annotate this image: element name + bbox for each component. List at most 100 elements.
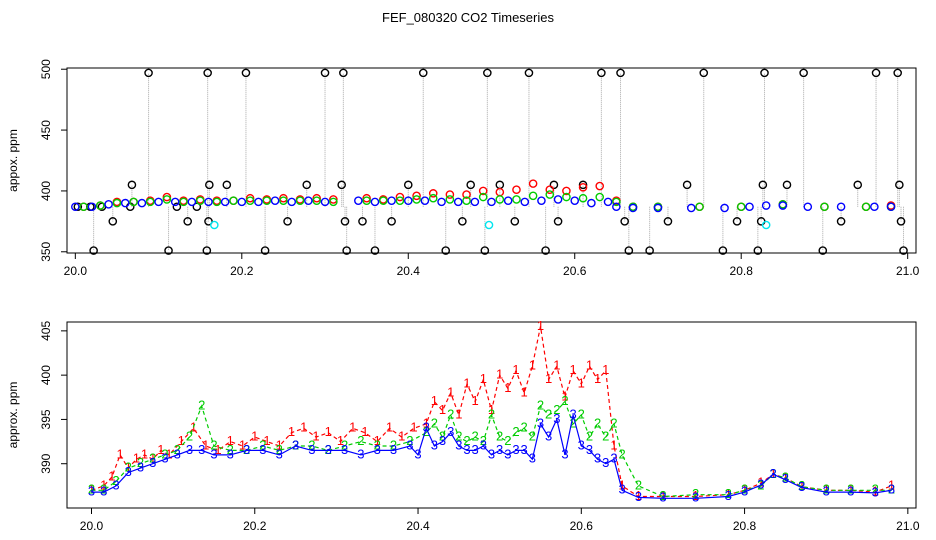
data-point-blue	[587, 198, 596, 208]
data-marker-2: 2	[488, 406, 495, 421]
data-marker-2: 2	[374, 437, 381, 452]
x-tick-label: 20.8	[733, 519, 757, 533]
data-point-blue	[120, 198, 130, 208]
data-point-black	[89, 246, 98, 255]
data-point-black	[549, 180, 559, 190]
data-point-black	[896, 217, 906, 226]
data-marker-3: 3	[586, 442, 593, 457]
data-marker-3: 3	[545, 429, 552, 444]
data-marker-3: 3	[529, 451, 536, 466]
data-marker-1: 1	[757, 475, 764, 490]
data-marker-2: 2	[496, 429, 503, 444]
data-marker-1: 1	[108, 468, 115, 483]
data-marker-2: 2	[770, 466, 777, 481]
data-marker-1: 1	[157, 442, 164, 457]
data-point-blue	[354, 196, 363, 205]
data-marker-2: 2	[112, 473, 119, 488]
data-marker-1: 1	[361, 424, 368, 439]
data-point-black	[127, 180, 137, 190]
data-point-blue	[761, 201, 771, 210]
data-marker-3: 3	[504, 446, 511, 461]
data-point-cyan	[761, 220, 771, 230]
data-marker-3: 3	[488, 446, 495, 461]
data-marker-1: 1	[586, 358, 593, 373]
data-marker-1: 1	[847, 482, 854, 497]
data-marker-1: 1	[178, 433, 185, 448]
data-marker-2: 2	[847, 482, 854, 497]
data-marker-3: 3	[406, 437, 413, 452]
data-marker-1: 1	[312, 429, 319, 444]
data-point-black	[871, 68, 881, 78]
data-marker-1: 1	[288, 424, 295, 439]
data-point-blue	[270, 196, 280, 205]
data-marker-1: 1	[545, 371, 552, 386]
data-point-black	[836, 217, 846, 226]
x-tick-label: 20.2	[243, 519, 267, 533]
data-marker-3: 3	[243, 442, 250, 457]
data-point-blue	[603, 197, 613, 207]
data-point-blue	[420, 196, 430, 205]
data-marker-1: 1	[239, 437, 246, 452]
data-marker-2: 2	[227, 442, 234, 457]
data-marker-1: 1	[521, 384, 528, 399]
data-point-red	[329, 195, 338, 204]
data-marker-3: 3	[100, 483, 107, 498]
data-point-black	[183, 217, 192, 226]
data-marker-3: 3	[463, 442, 470, 457]
data-marker-1: 1	[88, 482, 95, 497]
data-marker-2: 2	[88, 482, 95, 497]
data-marker-3: 3	[561, 446, 568, 461]
data-point-green	[495, 195, 505, 204]
data-marker-3: 3	[770, 466, 777, 481]
data-marker-3: 3	[553, 411, 560, 426]
data-point-green	[820, 202, 829, 212]
data-point-black	[203, 68, 212, 78]
data-marker-1: 1	[594, 371, 601, 386]
data-point-blue	[612, 202, 621, 212]
data-point-green	[428, 193, 438, 203]
data-marker-2: 2	[357, 433, 364, 448]
data-marker-1: 1	[337, 433, 344, 448]
data-marker-3: 3	[847, 483, 854, 498]
data-point-blue	[204, 197, 213, 207]
data-marker-2: 2	[480, 433, 487, 448]
data-point-blue	[71, 202, 80, 212]
data-point-blue	[87, 202, 97, 212]
data-point-green	[212, 197, 222, 207]
data-marker-2: 2	[455, 429, 462, 444]
data-point-red	[545, 185, 555, 195]
data-point-blue	[187, 197, 197, 207]
data-point-black	[144, 68, 153, 78]
data-point-green	[179, 197, 188, 207]
data-point-blue	[487, 197, 496, 207]
data-point-green	[562, 192, 571, 202]
data-point-cyan	[210, 220, 219, 230]
data-point-black	[205, 180, 214, 190]
data-marker-3: 3	[480, 437, 487, 452]
data-marker-1: 1	[472, 393, 479, 408]
data-point-red	[462, 190, 471, 199]
data-point-cyan	[484, 220, 494, 230]
data-point-black	[899, 246, 908, 255]
data-point-black	[682, 180, 692, 190]
data-marker-1: 1	[374, 433, 381, 448]
data-marker-2: 2	[872, 482, 879, 497]
data-point-green	[478, 192, 488, 202]
data-marker-2: 2	[553, 402, 560, 417]
data-point-red	[162, 192, 172, 202]
data-marker-1: 1	[635, 488, 642, 503]
data-point-blue	[570, 196, 580, 205]
data-point-red	[395, 192, 405, 202]
data-point-blue	[154, 197, 163, 207]
data-marker-2: 2	[125, 460, 132, 475]
data-point-blue	[553, 195, 563, 204]
data-point-blue	[453, 197, 463, 207]
data-point-black	[663, 217, 673, 226]
data-marker-2: 2	[423, 424, 430, 439]
data-marker-3: 3	[186, 442, 193, 457]
data-point-green	[129, 197, 138, 207]
data-marker-3: 3	[692, 490, 699, 505]
data-marker-3: 3	[308, 442, 315, 457]
data-marker-3: 3	[521, 442, 528, 457]
data-marker-1: 1	[276, 437, 283, 452]
